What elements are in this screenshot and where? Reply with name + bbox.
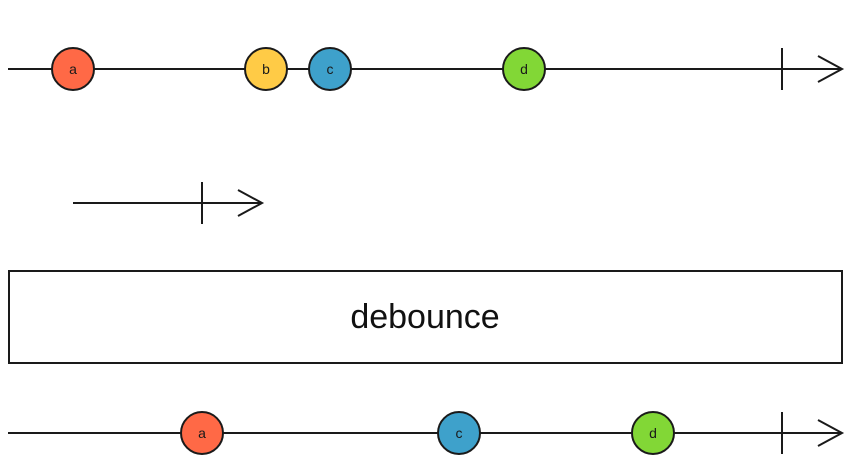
source-marble-b-circle [244,47,288,91]
source-marble-a: a [51,47,95,91]
operator-name: debounce [350,298,499,336]
source-marble-b: b [244,47,288,91]
source-marble-d-label: d [520,61,528,77]
source-marble-b-label: b [262,61,270,77]
source-arrowhead-icon [817,55,845,83]
source-marble-c-circle [308,47,352,91]
result-marble-c-label: c [456,425,463,441]
operator-box-frame [8,270,843,364]
result-marble-a-label: a [198,425,206,441]
result-marble-c: c [437,411,481,455]
result-arrowhead-icon [817,419,845,447]
source-timeline: a b c d [8,47,845,91]
source-marble-c: c [308,47,352,91]
result-marble-a-circle [180,411,224,455]
source-marble-a-circle [51,47,95,91]
source-marble-a-label: a [69,61,77,77]
source-marble-d-circle [502,47,546,91]
result-marble-d-label: d [649,425,657,441]
source-marble-c-label: c [327,61,334,77]
duration-arrowhead-icon [237,189,265,217]
result-marble-d: d [631,411,675,455]
result-timeline: a c d [8,411,845,455]
result-marble-a: a [180,411,224,455]
duration-timeline [73,182,265,224]
result-marble-c-circle [437,411,481,455]
result-marble-d-circle [631,411,675,455]
operator-box: debounce [8,270,843,364]
source-marble-d: d [502,47,546,91]
